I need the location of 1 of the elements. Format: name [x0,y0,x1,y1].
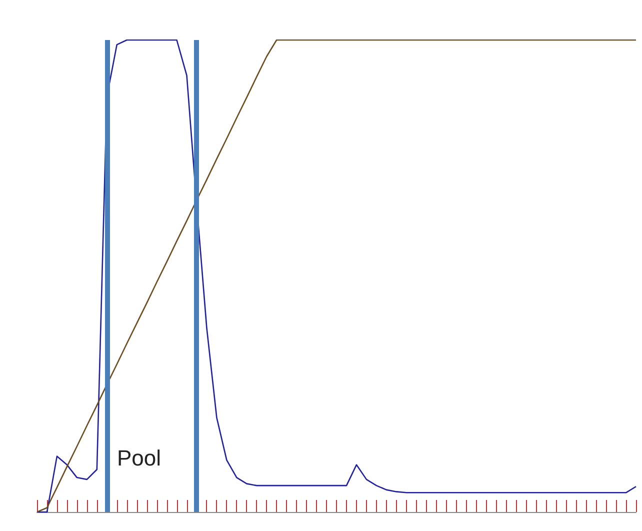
annotation: Pool [117,446,162,470]
